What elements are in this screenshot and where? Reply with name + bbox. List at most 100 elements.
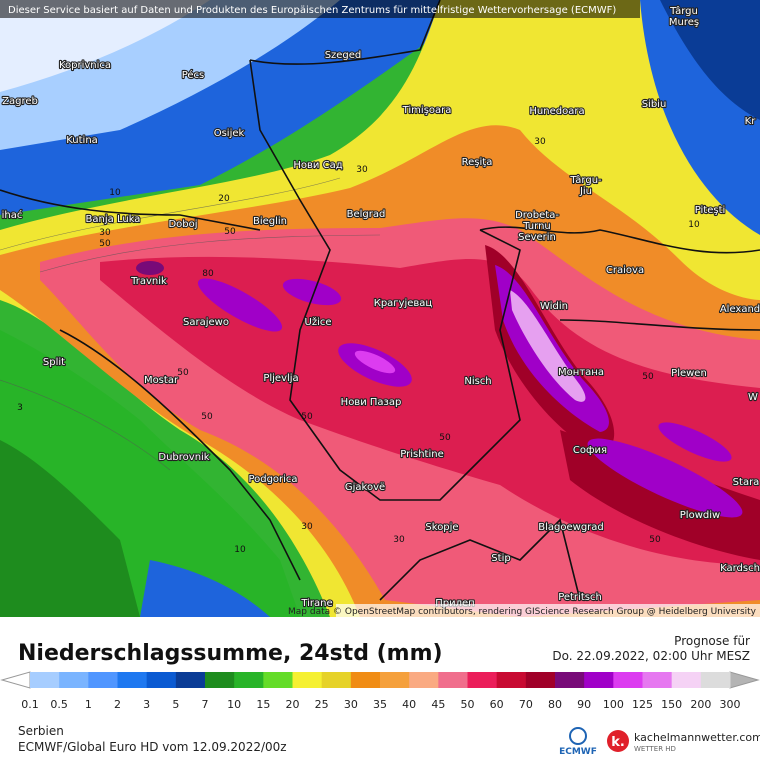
legend-swatch [700, 672, 731, 688]
legend-label: 300 [720, 698, 741, 711]
city-label: Mureş [669, 17, 699, 28]
legend-swatch [438, 672, 468, 688]
legend-swatch [263, 672, 293, 688]
city-label: Stara [733, 477, 760, 488]
legend-label: 50 [461, 698, 475, 711]
ecmwf-logo: ECMWF [559, 747, 597, 757]
precip-area [587, 438, 743, 518]
city-label: Нови Сад [293, 160, 342, 171]
contour-label: 30 [99, 228, 111, 238]
legend-label: 45 [431, 698, 445, 711]
city-label: Craiova [606, 265, 644, 276]
city-label: Stip [491, 553, 510, 564]
legend-label: 25 [315, 698, 329, 711]
contour-label: 10 [688, 220, 700, 230]
legend-swatch [671, 672, 702, 688]
city-label: Mostar [144, 375, 179, 386]
city-label: Pécs [182, 69, 205, 81]
city-label: Târgu [669, 5, 698, 17]
city-label: Крагујевац [374, 297, 433, 309]
city-label: Blagoewgrad [538, 522, 604, 533]
contour-label: 50 [201, 412, 213, 422]
city-label: Widin [540, 301, 568, 312]
city-label: Монтана [558, 367, 604, 378]
city-label: Reşiţa [462, 157, 493, 168]
city-label: Užice [305, 316, 332, 328]
contour-label: 3 [17, 403, 23, 413]
legend-label: 1 [85, 698, 92, 711]
legend-label: 90 [577, 698, 591, 711]
legend-label: 40 [402, 698, 416, 711]
site-icon-letter: k. [611, 735, 625, 750]
legend-label: 80 [548, 698, 562, 711]
precip-area [197, 278, 283, 332]
city-label: Gjakovë [345, 482, 385, 493]
precip-area [0, 440, 140, 617]
contour-label: 50 [99, 239, 111, 249]
city-label: Drobeta- [515, 210, 559, 221]
legend-swatch [146, 672, 177, 688]
contour-label: 20 [218, 194, 230, 204]
city-label: Timişoara [402, 105, 452, 116]
legend: 0.1 0.5 1 2 3 5 7 10 15 20 25 30 35 40 45 50 60 70 80 90 100… [21, 672, 741, 711]
city-label: Sarajewo [183, 317, 229, 328]
city-label: Belgrad [347, 209, 386, 220]
legend-label: 20 [286, 698, 300, 711]
city-label: Turnu [522, 221, 551, 232]
legend-swatch [321, 672, 352, 688]
legend-swatch [613, 672, 643, 688]
precip-area [140, 560, 270, 617]
city-label: Travnik [130, 276, 167, 287]
legend-swatch [525, 672, 556, 688]
legend-swatch [496, 672, 527, 688]
precip-area [354, 350, 396, 374]
notice: Dieser Service basiert auf Daten und Pro… [8, 5, 616, 16]
map-labels: Koprivnica Pécs Szeged Târgu Mureş Zagre… [1, 4, 760, 610]
city-label: Kr [745, 116, 757, 127]
contour-label: 80 [202, 269, 214, 279]
attribution: Map data © OpenStreetMap contributors, r… [288, 607, 757, 617]
legend-label: 7 [202, 698, 209, 711]
city-label: Нови Пазар [341, 397, 402, 408]
legend-swatch [88, 672, 118, 688]
city-label: Jiu [579, 186, 592, 197]
legend-swatch [409, 672, 439, 688]
legend-label: 0.1 [21, 698, 39, 711]
precip-area [0, 0, 210, 92]
city-label: Plewen [671, 368, 707, 379]
notice-bar [0, 0, 640, 18]
contour-label: 30 [393, 535, 405, 545]
city-label: Nisch [464, 376, 491, 387]
ecmwf-icon [569, 727, 587, 745]
legend-label: 15 [256, 698, 270, 711]
legend-swatch [117, 672, 148, 688]
city-label: Piteşti [695, 205, 726, 216]
legend-swatch [555, 672, 585, 688]
footer [0, 617, 760, 760]
precip-area [282, 278, 342, 306]
legend-label: 10 [227, 698, 241, 711]
city-label: Alexand [720, 304, 760, 315]
city-label: Pljevlja [263, 373, 298, 384]
city-label: Dubrovnik [158, 452, 209, 463]
city-label: ihać [2, 209, 23, 221]
city-label: Bieglin [253, 216, 287, 227]
legend-label: 70 [519, 698, 533, 711]
contour-line [0, 177, 381, 471]
legend-label: 0.5 [50, 698, 68, 711]
legend-label: 35 [373, 698, 387, 711]
contour-label: 50 [642, 372, 654, 382]
legend-swatch [30, 672, 60, 688]
country-border [0, 0, 760, 601]
city-label: Osijek [214, 128, 245, 139]
contour-label: 10 [109, 188, 121, 198]
city-label: Hunedoara [529, 106, 584, 117]
legend-label: 150 [661, 698, 682, 711]
site-logo: kachelmannwetter.com [634, 731, 760, 744]
legend-label: 5 [172, 698, 179, 711]
legend-swatch [467, 672, 498, 688]
legend-label: 125 [632, 698, 653, 711]
legend-label: 60 [490, 698, 504, 711]
